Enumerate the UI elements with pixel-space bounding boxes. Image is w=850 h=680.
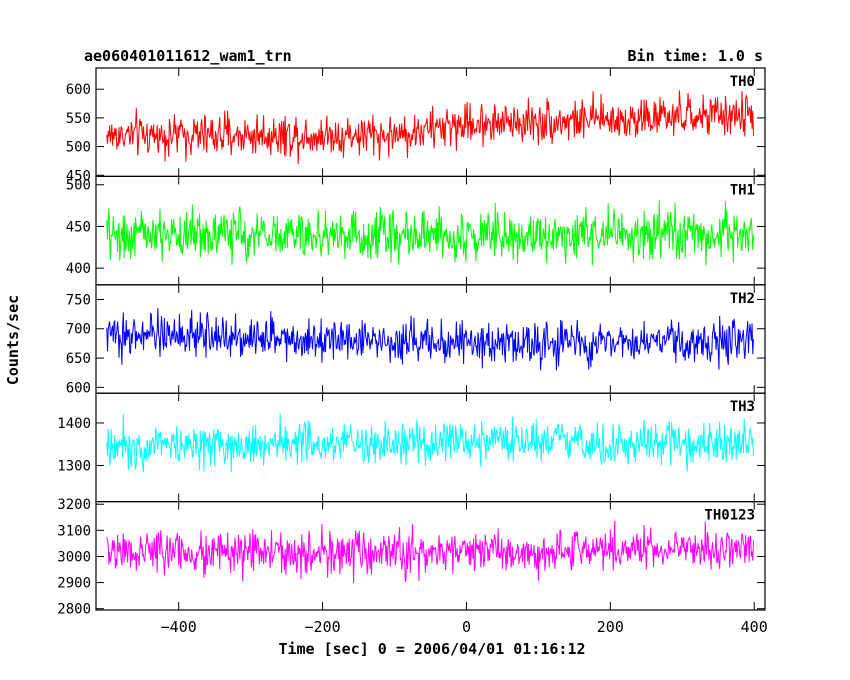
- chart-bin-time: Bin time: 1.0 s: [628, 47, 763, 65]
- panel-th1: 400 450 500 TH1: [66, 175, 766, 286]
- x-tick-label: 0: [462, 618, 471, 636]
- x-tick-label: −400: [161, 618, 197, 636]
- y-tick-label: 650: [66, 351, 91, 367]
- y-axis-label: Counts/sec: [4, 295, 22, 385]
- series-line-th1: [106, 200, 754, 266]
- y-tick-label: 550: [66, 111, 91, 127]
- series-line-th3: [106, 413, 754, 473]
- y-tick-label: 3100: [57, 523, 91, 539]
- y-tick-label: 400: [66, 261, 91, 277]
- chart-title: ae060401011612_wam1_trn: [84, 47, 292, 65]
- series-line-th0123: [106, 521, 754, 583]
- y-tick-label: 1400: [57, 416, 91, 432]
- y-tick-label: 3000: [57, 549, 91, 565]
- y-tick-label: 500: [66, 140, 91, 156]
- y-tick-label: 500: [66, 178, 91, 194]
- panel-frame: [95, 501, 766, 611]
- panel-th0123: 2800 2900 3000 3100 3200 TH0123: [57, 497, 766, 618]
- panel-label-th0: TH0: [730, 74, 755, 90]
- y-tick-label: 600: [66, 82, 91, 98]
- x-axis: −400 −200 0 200 400: [161, 618, 768, 636]
- x-axis-label: Time [sec] 0 = 2006/04/01 01:16:12: [278, 640, 585, 658]
- panel-label-th1: TH1: [730, 182, 755, 198]
- x-tick-label: 400: [741, 618, 768, 636]
- y-tick-label: 450: [66, 168, 91, 184]
- series-line-th0: [106, 90, 754, 165]
- y-tick-label: 2900: [57, 576, 91, 592]
- panel-label-th3: TH3: [730, 399, 755, 415]
- y-tick-label: 3200: [57, 497, 91, 513]
- y-tick-label: 450: [66, 219, 91, 235]
- y-tick-label: 600: [66, 380, 91, 396]
- panel-label-th2: TH2: [730, 291, 755, 307]
- series-line-th2: [106, 308, 754, 371]
- panel-th2: 600 650 700 750 TH2: [66, 284, 766, 396]
- x-tick-label: −200: [305, 618, 341, 636]
- y-tick-label: 750: [66, 292, 91, 308]
- panel-label-th0123: TH0123: [704, 508, 755, 524]
- panel-th3: 1300 1400 TH3: [57, 392, 766, 503]
- y-tick-label: 1300: [57, 458, 91, 474]
- y-tick-label: 2800: [57, 602, 91, 618]
- panel-th0: 450 500 550 600 TH0: [66, 67, 766, 184]
- y-tick-label: 700: [66, 322, 91, 338]
- x-tick-label: 200: [597, 618, 624, 636]
